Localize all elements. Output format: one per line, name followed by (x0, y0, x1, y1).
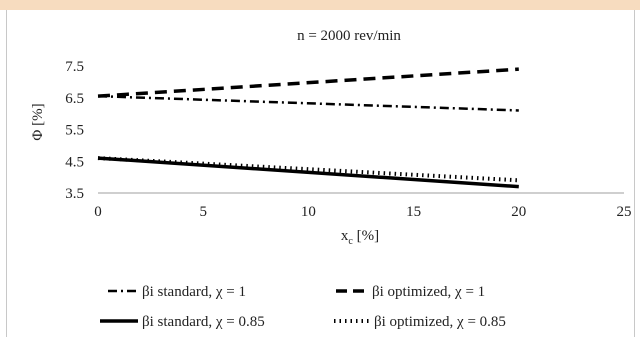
y-tick-label: 7.5 (65, 59, 84, 75)
x-tick-label: 10 (301, 204, 316, 220)
x-tick-labels: 0 5 10 15 20 25 (94, 204, 631, 220)
legend-label-optimized-chi-085: βi optimized, χ = 0.85 (374, 314, 506, 330)
series-line-0 (97, 94, 519, 112)
y-axis-title: Φ [%] (30, 103, 46, 140)
x-tick-label: 15 (406, 204, 421, 220)
legend-label-optimized-chi-1: βi optimized, χ = 1 (372, 284, 485, 300)
x-tick-label: 0 (94, 204, 102, 220)
y-tick-label: 4.5 (65, 154, 84, 170)
legend: βi standard, χ = 1 βi optimized, χ = 1 β… (100, 284, 506, 330)
series-line-2 (97, 156, 519, 189)
x-axis-title-subscript: c (348, 236, 353, 247)
x-axis-title: xc [%] (341, 228, 379, 247)
series-line-1 (97, 67, 519, 98)
x-tick-label: 20 (511, 204, 526, 220)
legend-label-standard-chi-085: βi standard, χ = 0.85 (142, 314, 265, 330)
y-tick-label: 5.5 (65, 123, 84, 139)
chart-frame (6, 10, 635, 337)
x-tick-label: 5 (199, 204, 207, 220)
top-band (0, 0, 640, 10)
y-tick-label: 3.5 (65, 186, 84, 202)
x-axis-title-unit: [%] (353, 228, 379, 244)
x-axis-title-main: x (341, 228, 349, 244)
y-tick-labels: 3.5 4.5 5.5 6.5 7.5 (65, 59, 84, 202)
series-lines (97, 67, 519, 189)
chart-title: n = 2000 rev/min (297, 28, 401, 44)
x-tick-label: 25 (617, 204, 632, 220)
legend-label-standard-chi-1: βi standard, χ = 1 (142, 284, 246, 300)
y-tick-label: 6.5 (65, 91, 84, 107)
